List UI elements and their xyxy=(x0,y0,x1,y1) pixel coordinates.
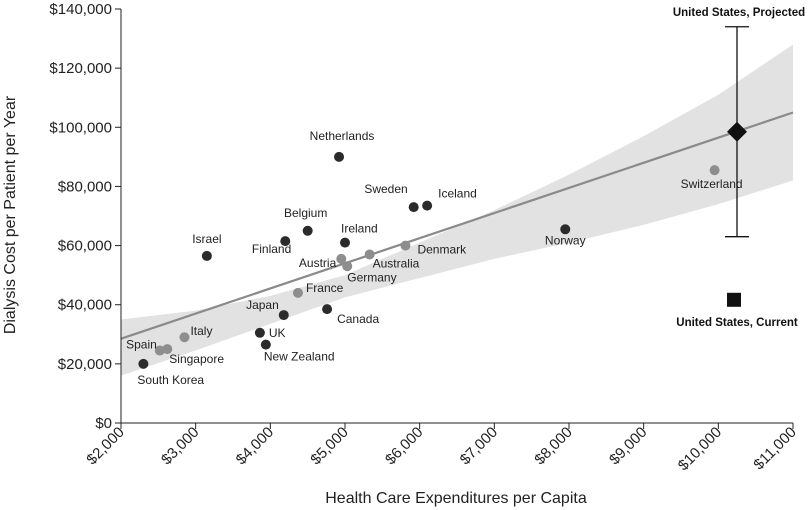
point-label: Israel xyxy=(192,232,221,246)
x-axis-title: Health Care Expenditures per Capita xyxy=(325,490,587,507)
x-tick-label: $11,000 xyxy=(750,424,800,474)
data-point xyxy=(408,202,419,213)
y-tick-label: $80,000 xyxy=(58,178,112,195)
x-tick-label: $10,000 xyxy=(675,424,725,474)
x-tick-label: $3,000 xyxy=(158,424,202,468)
data-point xyxy=(709,165,720,176)
data-point xyxy=(278,310,289,321)
point-label: Denmark xyxy=(417,243,467,257)
y-tick-label: $20,000 xyxy=(58,356,112,373)
y-tick-label: $0 xyxy=(95,415,112,432)
point-label: Belgium xyxy=(284,206,327,220)
y-tick-label: $100,000 xyxy=(49,119,112,136)
point-label: Italy xyxy=(190,324,212,338)
point-label: Switzerland xyxy=(681,177,743,191)
data-point xyxy=(340,237,350,248)
data-point xyxy=(322,304,333,315)
x-tick-label: $9,000 xyxy=(606,424,650,468)
point-label: Sweden xyxy=(364,182,407,196)
data-point xyxy=(162,344,173,355)
y-axis-title: Dialysis Cost per Patient per Year xyxy=(2,95,19,334)
point-label: Finland xyxy=(252,242,291,256)
point-label: Canada xyxy=(337,312,379,326)
regression-line-layer xyxy=(120,111,794,340)
data-point xyxy=(422,200,433,211)
us-current-marker xyxy=(727,292,741,307)
data-point xyxy=(254,327,265,338)
y-tick-label: $120,000 xyxy=(49,60,112,77)
data-point xyxy=(154,345,165,356)
point-label: Singapore xyxy=(169,352,224,366)
point-label: Japan xyxy=(246,298,279,312)
point-label: UK xyxy=(269,326,286,340)
x-tick-label: $5,000 xyxy=(307,424,351,468)
y-tick-label: $140,000 xyxy=(49,1,112,18)
data-point xyxy=(280,236,291,247)
point-label: New Zealand xyxy=(264,350,335,364)
data-point xyxy=(334,151,345,162)
us-projected-label: United States, Projected xyxy=(673,7,805,19)
x-tick-label: $8,000 xyxy=(531,424,575,468)
x-tick-label: $4,000 xyxy=(233,424,277,468)
data-point xyxy=(342,261,353,272)
data-point xyxy=(292,287,303,298)
data-point xyxy=(400,240,411,251)
data-point xyxy=(302,225,313,236)
data-points: Netherlands Iceland Sweden Switzerland Belgi… xyxy=(126,129,742,387)
us-current-label: United States, Current xyxy=(676,317,798,329)
data-point xyxy=(138,358,149,369)
point-label: Netherlands xyxy=(310,129,375,143)
point-label: Ireland xyxy=(341,222,378,236)
point-label: Spain xyxy=(126,338,157,352)
us-markers: United States, Projected United States, C… xyxy=(673,7,805,329)
point-label: South Korea xyxy=(137,373,204,387)
x-tick-label: $7,000 xyxy=(457,424,501,468)
y-tick-label: $40,000 xyxy=(58,297,112,314)
point-label: Austria xyxy=(299,256,337,270)
point-label: France xyxy=(306,281,344,295)
data-point xyxy=(260,339,271,350)
data-point xyxy=(560,224,571,235)
data-point xyxy=(364,249,375,260)
us-projected-marker xyxy=(727,121,747,142)
data-point xyxy=(179,332,190,343)
point-label: Germany xyxy=(347,270,396,284)
regression-line xyxy=(120,111,794,340)
confidence-band-layer xyxy=(121,44,793,376)
point-label: Iceland xyxy=(438,187,477,201)
data-point xyxy=(201,250,212,261)
data-point xyxy=(336,253,347,264)
point-label: Norway xyxy=(545,233,586,247)
confidence-band xyxy=(121,44,793,376)
x-tick-label: $6,000 xyxy=(382,424,426,468)
point-label: Australia xyxy=(373,256,420,270)
y-tick-label: $60,000 xyxy=(58,238,112,255)
